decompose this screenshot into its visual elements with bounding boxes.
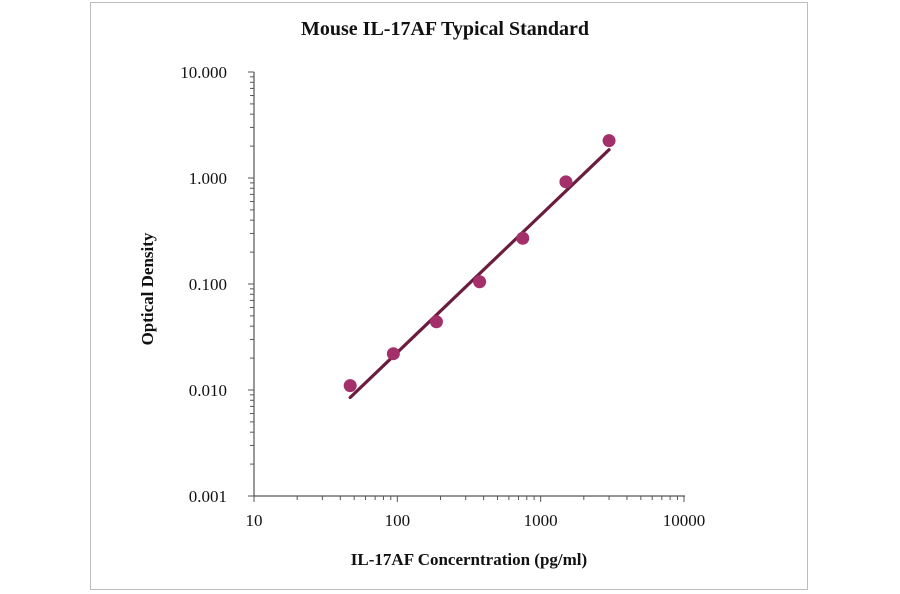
data-point: [429, 315, 443, 329]
axes: [248, 71, 685, 502]
data-point: [473, 275, 487, 289]
data-point: [386, 347, 400, 361]
data-point: [516, 231, 530, 245]
y-tick-label: 0.010: [189, 381, 227, 400]
fit-line-layer: [348, 148, 611, 400]
x-tick-label: 10000: [663, 511, 706, 530]
y-tick-label: 1.000: [189, 169, 227, 188]
x-axis-label: IL-17AF Concerntration (pg/ml): [351, 550, 587, 569]
data-point: [559, 175, 573, 189]
tick-labels: 10 100 1000 10000 0.001 0.010 0.100 1.000 10.000: [180, 63, 705, 530]
chart-title: Mouse IL-17AF Typical Standard: [301, 18, 589, 40]
data-points-layer: [343, 134, 616, 393]
chart-frame: Mouse IL-17AF Typical Standard Optical D…: [90, 2, 808, 590]
fit-line: [348, 148, 611, 400]
data-point: [343, 379, 357, 393]
x-tick-label: 1000: [524, 511, 558, 530]
y-axis-label: Optical Density: [138, 232, 157, 345]
data-point: [602, 134, 616, 148]
x-tick-label: 100: [385, 511, 411, 530]
y-tick-label: 10.000: [180, 63, 227, 82]
x-tick-label: 10: [246, 511, 263, 530]
chart: Mouse IL-17AF Typical Standard Optical D…: [138, 18, 705, 569]
y-tick-label: 0.100: [189, 275, 227, 294]
y-tick-label: 0.001: [189, 487, 227, 506]
